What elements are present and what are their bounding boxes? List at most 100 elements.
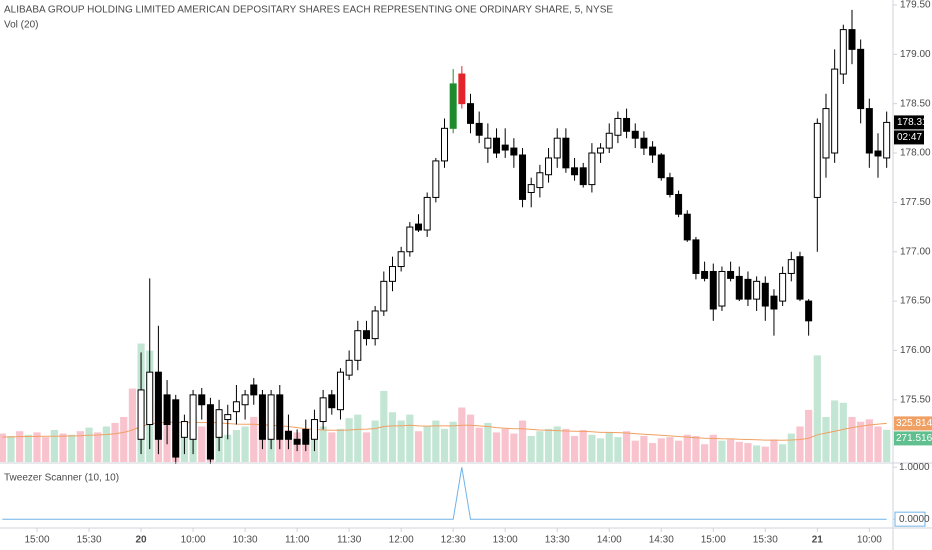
candle-body: [640, 137, 648, 149]
volume-bar: [501, 428, 509, 462]
volume-bar: [631, 440, 639, 462]
candle-body: [527, 184, 535, 194]
candle-body: [623, 117, 631, 132]
candle-body: [839, 29, 847, 75]
candle-body: [241, 394, 249, 406]
y-tick-label: 177.50: [900, 197, 931, 208]
candle-body: [250, 384, 258, 396]
candle-body: [319, 397, 327, 423]
volume-bar: [874, 426, 882, 462]
volume-bar: [553, 426, 561, 462]
candle-body: [293, 438, 301, 445]
volume-bar: [406, 414, 414, 462]
volume-bar: [94, 432, 102, 462]
candle-body: [414, 223, 422, 231]
current-value-box: [894, 511, 926, 527]
candle-body: [683, 213, 691, 241]
candle-body: [813, 122, 821, 198]
volume-bar: [510, 433, 518, 462]
candle-body: [432, 160, 440, 198]
volume-bar: [596, 438, 605, 462]
volume-bar: [16, 431, 24, 462]
volume-bar: [770, 439, 778, 462]
candle-body: [163, 394, 171, 425]
candle-body: [796, 256, 804, 300]
candle-body: [701, 270, 709, 279]
x-tick-label: 14:30: [649, 535, 674, 546]
volume-bar: [85, 427, 93, 462]
candle-body: [562, 137, 570, 169]
volume-bar: [640, 435, 648, 462]
x-tick-label: 10:00: [857, 535, 882, 546]
x-tick-label: 10:00: [181, 535, 206, 546]
candle-body: [328, 394, 336, 409]
x-tick-label: 15:00: [701, 535, 726, 546]
volume-bar: [648, 443, 657, 462]
volume-bar: [787, 433, 795, 462]
candle-body: [362, 330, 370, 340]
candle-body: [692, 239, 700, 274]
volume-bar: [76, 431, 84, 462]
volume-bar: [59, 433, 67, 462]
y-tick-label: 178.50: [900, 98, 931, 109]
volume-bar: [449, 421, 457, 462]
volume-bar: [865, 419, 873, 462]
volume-bar: [484, 422, 492, 462]
volume-bar: [544, 428, 553, 462]
volume-bar: [805, 409, 813, 462]
volume-bar: [727, 439, 735, 462]
candle-body: [302, 428, 310, 445]
volume-bar: [68, 434, 76, 462]
volume-bar: [414, 431, 423, 462]
candle-body: [484, 137, 492, 149]
x-tick-label: 13:30: [545, 535, 570, 546]
candle-body: [857, 48, 865, 110]
y-tick-label: 179.50: [900, 0, 931, 11]
volume-bar: [614, 437, 622, 462]
candle-body: [831, 68, 839, 154]
candle-body: [822, 108, 830, 159]
candle-body: [423, 196, 431, 231]
candle-body: [345, 359, 353, 376]
price-layer: [137, 9, 891, 464]
candle-body: [874, 150, 882, 157]
volume-bar: [388, 412, 397, 462]
candle-body: [232, 401, 240, 413]
candle-body: [475, 122, 483, 136]
volume-bar: [319, 426, 327, 462]
candle-body: [666, 177, 674, 195]
candle-body: [545, 157, 553, 176]
y-tick-label: 177.00: [900, 246, 931, 257]
oscillator-title: Tweezer Scanner (10, 10): [4, 473, 119, 484]
volume-bar: [432, 420, 440, 462]
volume-bar: [232, 430, 241, 462]
candle-body: [137, 389, 145, 440]
candle-body: [744, 278, 752, 300]
candle-body: [883, 121, 891, 159]
volume-bar: [250, 416, 258, 462]
volume-bar: [779, 444, 787, 462]
x-tick-label: 12:30: [441, 535, 466, 546]
volume-bar: [7, 435, 15, 462]
candle-body: [865, 108, 873, 154]
y-tick-label: 0.0000: [899, 514, 930, 525]
candle-body: [675, 193, 683, 215]
volume-bar: [848, 416, 856, 462]
volume-bar: [224, 434, 232, 462]
last-price-box: [894, 115, 924, 130]
candle-body: [180, 421, 188, 438]
volume-bar: [674, 440, 683, 462]
volume-bar: [42, 437, 50, 462]
candle-body: [510, 147, 518, 156]
volume-bar: [440, 428, 449, 462]
volume-bar: [622, 431, 631, 462]
x-tick-label: 15:30: [77, 535, 102, 546]
volume-bar: [466, 414, 475, 462]
x-tick-label: 12:00: [389, 535, 414, 546]
x-tick-label: 20: [135, 535, 147, 546]
candle-body: [571, 167, 579, 176]
volume-bar: [883, 429, 891, 462]
volume-bar: [657, 438, 665, 462]
candle-body: [380, 280, 388, 312]
